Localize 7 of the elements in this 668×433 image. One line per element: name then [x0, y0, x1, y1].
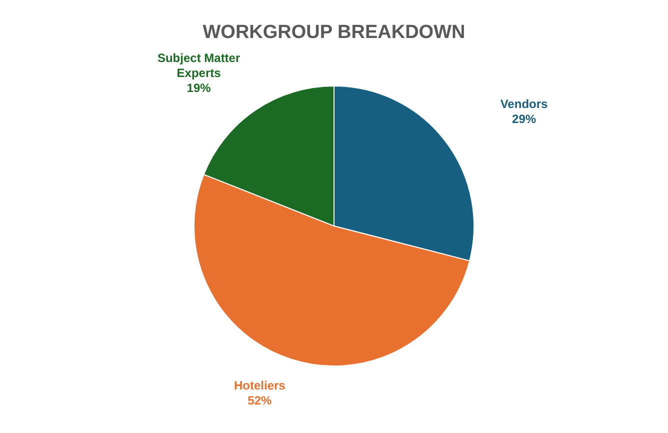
chart-title: WORKGROUP BREAKDOWN: [202, 22, 466, 43]
slice-label: Vendors: [500, 97, 548, 112]
slice-label: Hoteliers: [234, 378, 286, 393]
data-label: 52%: [248, 394, 272, 408]
data-label: 19%: [186, 81, 212, 96]
data-label: 29%: [512, 112, 536, 126]
slice-label: Subject Matter Experts: [157, 51, 240, 80]
